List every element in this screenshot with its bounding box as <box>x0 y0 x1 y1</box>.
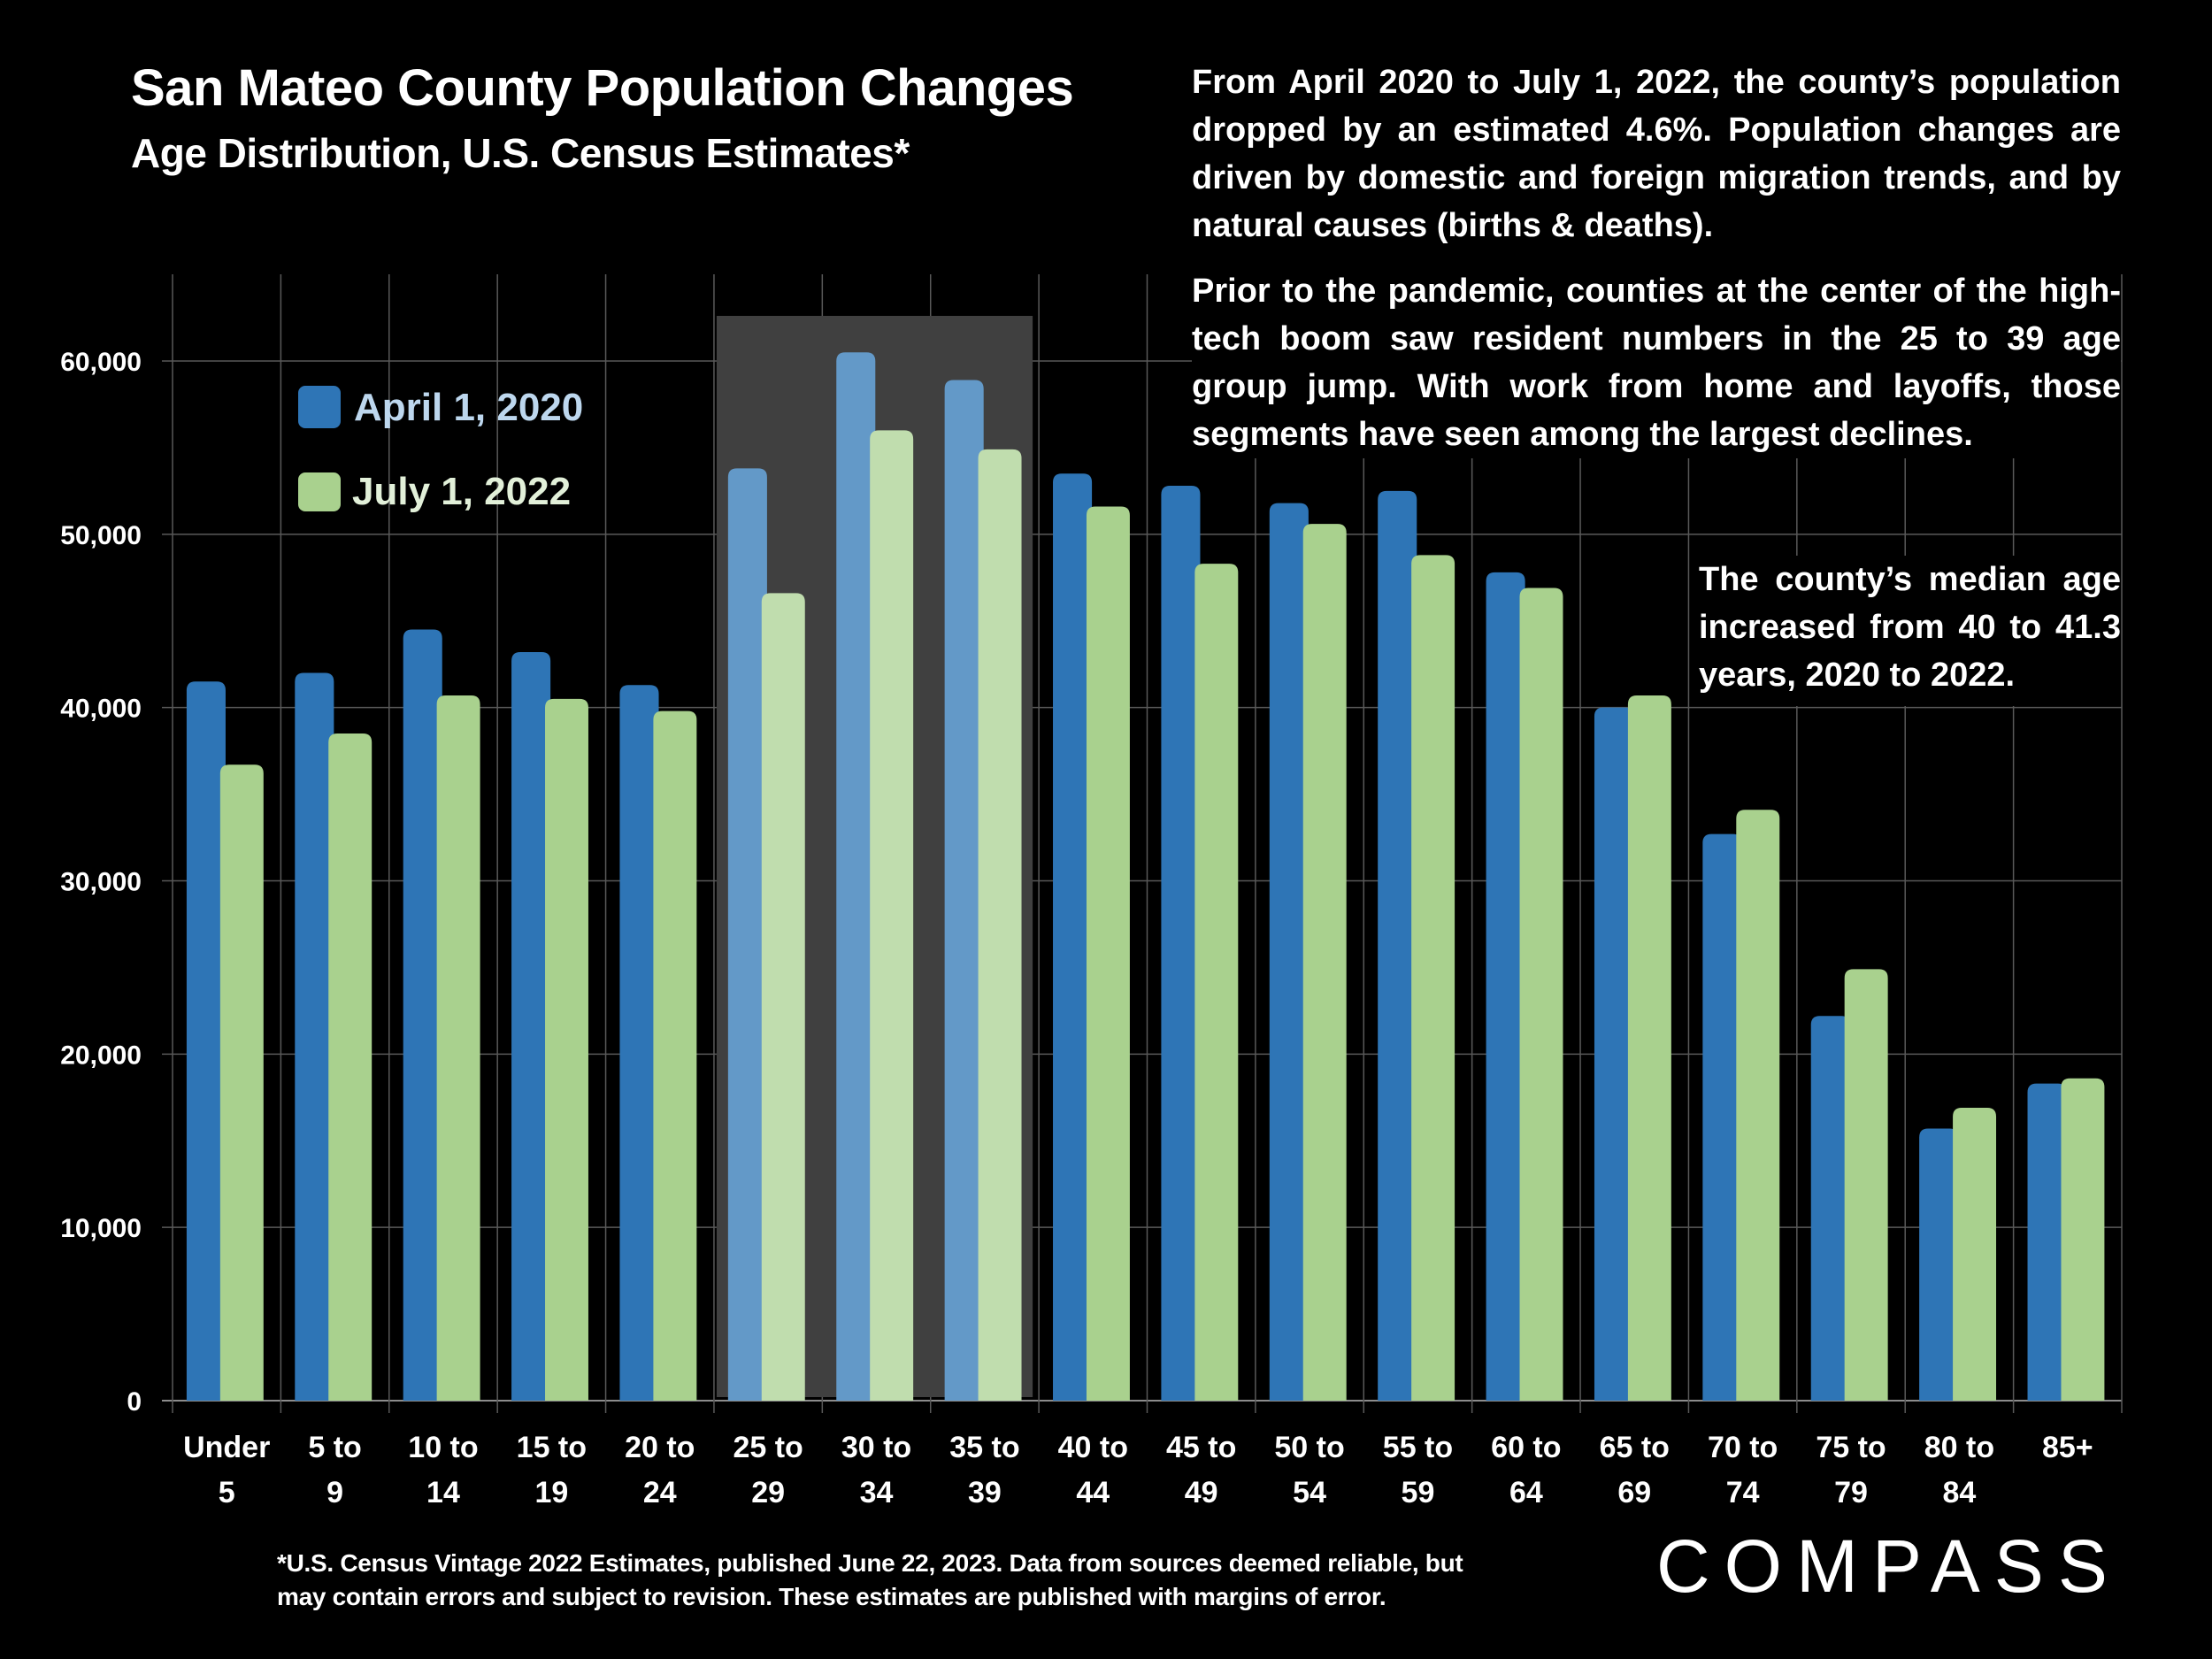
bar-july-2022 <box>1844 969 1888 1401</box>
bar-july-2022 <box>1194 564 1239 1401</box>
bar-april-2020 <box>1486 572 1525 1401</box>
y-tick-label: 60,000 <box>60 348 142 377</box>
bars-layer <box>186 352 2105 1402</box>
y-tick-label: 20,000 <box>60 1041 142 1070</box>
bar-april-2020 <box>1594 707 1634 1401</box>
bar-july-2022 <box>1736 810 1780 1401</box>
legend-label-july-2022: July 1, 2022 <box>352 470 571 513</box>
bar-july-2022 <box>1411 555 1455 1401</box>
bar-april-2020 <box>295 672 334 1401</box>
x-tick-label: 59 <box>1402 1476 1435 1509</box>
x-tick-label: 50 to <box>1274 1431 1344 1464</box>
annotation-pandemic-tech: Prior to the pandemic, counties at the c… <box>1192 267 2121 458</box>
y-tick-label: 30,000 <box>60 868 142 897</box>
bar-july-2022 <box>2061 1078 2105 1401</box>
footnote: *U.S. Census Vintage 2022 Estimates, pub… <box>277 1547 1463 1614</box>
x-tick-label: 85+ <box>2042 1431 2093 1464</box>
x-tick-label: 30 to <box>841 1431 911 1464</box>
x-tick-label: 75 to <box>1816 1431 1886 1464</box>
bar-july-2022 <box>1953 1108 1997 1401</box>
annotation-population-drop: From April 2020 to July 1, 2022, the cou… <box>1192 64 2121 244</box>
x-tick-label: 69 <box>1617 1476 1651 1509</box>
bar-april-2020 <box>1810 1016 1850 1401</box>
x-tick-label: 10 to <box>408 1431 478 1464</box>
bar-april-2020 <box>511 652 551 1401</box>
x-tick-label: 70 to <box>1708 1431 1778 1464</box>
x-tick-label: 34 <box>860 1476 894 1509</box>
x-tick-label: Under <box>183 1431 270 1464</box>
x-tick-label: 5 <box>219 1476 235 1509</box>
x-tick-label: 5 to <box>308 1431 361 1464</box>
bar-july-2022 <box>328 733 373 1401</box>
legend-swatch-april-2020 <box>298 386 341 428</box>
x-tick-label: 54 <box>1293 1476 1326 1509</box>
bar-july-2022 <box>1302 524 1347 1401</box>
bar-april-2020 <box>836 352 876 1401</box>
bar-april-2020 <box>1919 1128 1959 1401</box>
bar-april-2020 <box>1053 473 1093 1401</box>
bar-april-2020 <box>1161 486 1201 1401</box>
bar-april-2020 <box>1378 490 1417 1401</box>
bar-july-2022 <box>761 593 805 1401</box>
chart-title: San Mateo County Population Changes <box>131 59 1074 117</box>
x-tick-label: 14 <box>426 1476 460 1509</box>
x-tick-label: 84 <box>1943 1476 1977 1509</box>
x-tick-label: 45 to <box>1166 1431 1236 1464</box>
x-tick-label: 29 <box>751 1476 785 1509</box>
bar-april-2020 <box>186 681 226 1401</box>
x-tick-label: 39 <box>968 1476 1002 1509</box>
compass-logo: COMPASS <box>1656 1525 2122 1608</box>
x-tick-label: 25 to <box>733 1431 803 1464</box>
bar-july-2022 <box>1627 695 1671 1401</box>
x-tick-label: 80 to <box>1924 1431 1994 1464</box>
bar-july-2022 <box>1086 506 1130 1401</box>
footnote-line-2: may contain errors and subject to revisi… <box>277 1583 1386 1610</box>
bar-july-2022 <box>545 698 588 1401</box>
axis-layer: 0 10,000 20,000 30,000 40,000 50,000 60,000 Und… <box>60 348 2093 1509</box>
bar-april-2020 <box>727 468 767 1401</box>
bar-april-2020 <box>619 685 659 1401</box>
bar-april-2020 <box>1269 503 1309 1401</box>
bar-july-2022 <box>436 695 480 1401</box>
x-tick-label: 44 <box>1076 1476 1110 1509</box>
footnote-line-1: *U.S. Census Vintage 2022 Estimates, pub… <box>277 1549 1463 1577</box>
x-tick-label: 19 <box>534 1476 568 1509</box>
legend-label-april-2020: April 1, 2020 <box>354 386 583 429</box>
y-tick-label: 50,000 <box>60 521 142 550</box>
legend: April 1, 2020 July 1, 2022 <box>298 386 583 513</box>
bar-april-2020 <box>2027 1083 2067 1401</box>
x-tick-label: 55 to <box>1383 1431 1453 1464</box>
chart-subtitle: Age Distribution, U.S. Census Estimates* <box>131 130 910 176</box>
x-tick-label: 40 to <box>1058 1431 1128 1464</box>
bar-july-2022 <box>870 430 914 1401</box>
x-tick-label: 49 <box>1185 1476 1218 1509</box>
x-tick-label: 15 to <box>517 1431 587 1464</box>
x-tick-label: 64 <box>1509 1476 1543 1509</box>
x-tick-label: 9 <box>326 1476 343 1509</box>
x-tick-label: 20 to <box>625 1431 695 1464</box>
x-tick-label: 24 <box>643 1476 677 1509</box>
x-tick-label: 65 to <box>1600 1431 1670 1464</box>
x-tick-label: 60 to <box>1491 1431 1561 1464</box>
annotation-median-age: The county’s median age increased from 4… <box>1699 556 2121 706</box>
x-tick-label: 74 <box>1726 1476 1760 1509</box>
y-tick-label: 0 <box>127 1387 142 1417</box>
bar-july-2022 <box>1519 588 1563 1401</box>
bar-july-2022 <box>978 449 1022 1401</box>
bar-july-2022 <box>219 764 264 1401</box>
bar-april-2020 <box>403 629 442 1401</box>
y-tick-label: 40,000 <box>60 695 142 724</box>
x-tick-label: 79 <box>1834 1476 1868 1509</box>
y-tick-label: 10,000 <box>60 1214 142 1243</box>
bar-april-2020 <box>944 380 984 1402</box>
bar-july-2022 <box>653 710 697 1401</box>
legend-swatch-july-2022 <box>298 472 341 511</box>
x-tick-label: 35 to <box>949 1431 1019 1464</box>
bar-april-2020 <box>1702 833 1742 1401</box>
